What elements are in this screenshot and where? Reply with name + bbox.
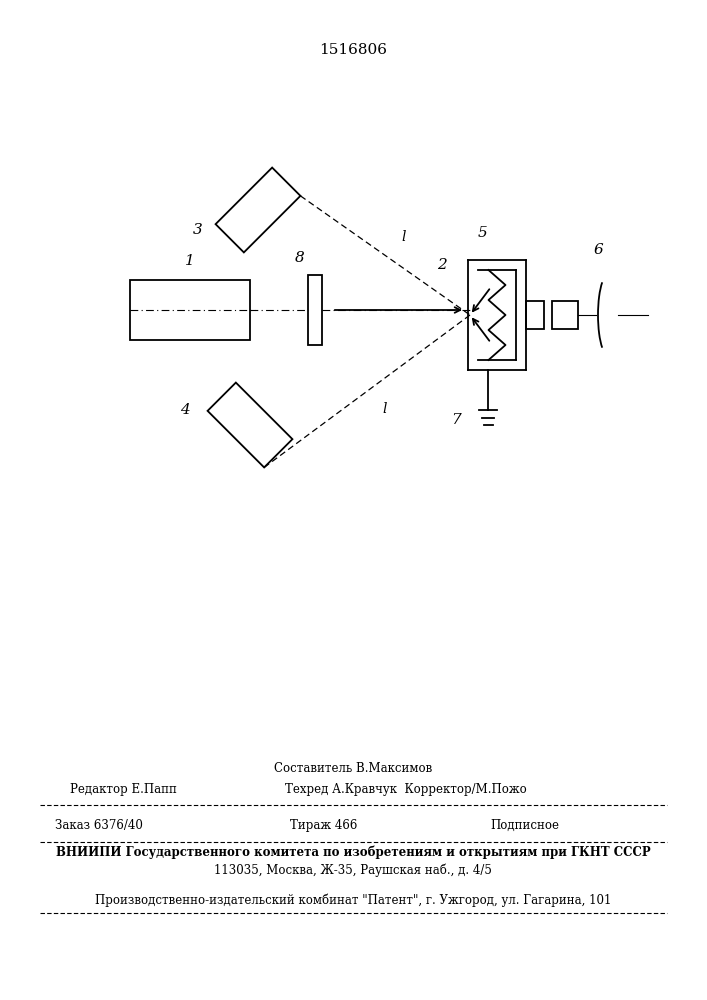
Text: Техред А.Кравчук  Корректор/М.Пожо: Техред А.Кравчук Корректор/М.Пожо — [285, 784, 527, 796]
Text: 4: 4 — [180, 403, 190, 417]
Text: Составитель В.Максимов: Составитель В.Максимов — [274, 762, 432, 774]
Bar — [552, 301, 578, 329]
Text: Заказ 6376/40: Заказ 6376/40 — [55, 818, 143, 832]
Text: Редактор Е.Папп: Редактор Е.Папп — [70, 784, 177, 796]
Polygon shape — [216, 168, 300, 252]
Text: 1: 1 — [185, 254, 195, 268]
Text: l: l — [401, 230, 405, 244]
Text: 1516806: 1516806 — [319, 43, 387, 57]
Text: 6: 6 — [593, 243, 603, 257]
Bar — [308, 275, 322, 345]
Text: 8: 8 — [295, 251, 305, 265]
Text: 3: 3 — [193, 223, 203, 237]
Text: l: l — [382, 402, 387, 416]
Text: 2: 2 — [437, 258, 447, 272]
Text: ВНИИПИ Государственного комитета по изобретениям и открытиям при ГКНТ СССР: ВНИИПИ Государственного комитета по изоб… — [56, 845, 650, 859]
Bar — [526, 301, 544, 329]
Text: Производственно-издательский комбинат "Патент", г. Ужгород, ул. Гагарина, 101: Производственно-издательский комбинат "П… — [95, 893, 611, 907]
Text: Тираж 466: Тираж 466 — [290, 818, 357, 832]
Text: Подписное: Подписное — [490, 818, 559, 832]
Bar — [130, 280, 250, 340]
Text: 7: 7 — [451, 413, 461, 427]
Text: 113035, Москва, Ж-35, Раушская наб., д. 4/5: 113035, Москва, Ж-35, Раушская наб., д. … — [214, 863, 492, 877]
Polygon shape — [208, 383, 293, 467]
Text: 5: 5 — [478, 226, 488, 240]
